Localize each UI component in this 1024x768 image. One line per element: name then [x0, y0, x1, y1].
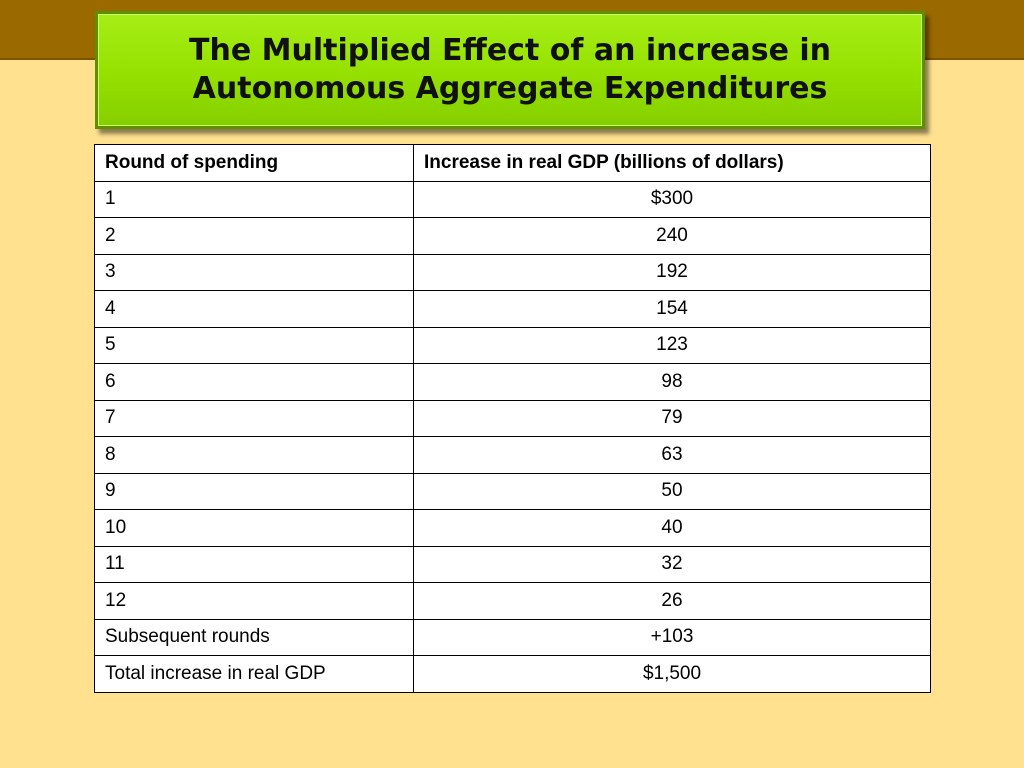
round-cell: 6: [94, 363, 414, 401]
round-cell: 3: [94, 253, 414, 291]
table-row: 5 123: [94, 326, 931, 364]
table-row: 10 40: [94, 509, 931, 547]
increase-cell: 26: [413, 582, 931, 620]
increase-cell: 32: [413, 545, 931, 583]
round-cell: 8: [94, 436, 414, 474]
round-cell: 1: [94, 180, 414, 218]
increase-cell: 50: [413, 472, 931, 510]
table-row: 4 154: [94, 290, 931, 328]
round-cell: 2: [94, 217, 414, 255]
table-header-row: Round of spending Increase in real GDP (…: [94, 144, 931, 182]
table-row: 1 $300: [94, 180, 931, 218]
slide-title-line-1: The Multiplied Effect of an increase in: [189, 33, 831, 68]
round-cell: Subsequent rounds: [94, 618, 414, 656]
table-row: 11 32: [94, 545, 931, 583]
slide-title-line-2: Autonomous Aggregate Expenditures: [192, 71, 828, 106]
increase-cell: 40: [413, 509, 931, 547]
table-row: 7 79: [94, 399, 931, 437]
increase-cell: 123: [413, 326, 931, 364]
increase-cell: $300: [413, 180, 931, 218]
header-round-of-spending: Round of spending: [94, 144, 414, 182]
round-cell: 5: [94, 326, 414, 364]
increase-cell: 63: [413, 436, 931, 474]
table-row: 6 98: [94, 363, 931, 401]
round-cell: 11: [94, 545, 414, 583]
increase-cell: 79: [413, 399, 931, 437]
table-row: 2 240: [94, 217, 931, 255]
table-row: 12 26: [94, 582, 931, 620]
round-cell: 7: [94, 399, 414, 437]
increase-cell: 192: [413, 253, 931, 291]
table-row: 3 192: [94, 253, 931, 291]
slide-title-box: The Multiplied Effect of an increase in …: [95, 11, 925, 129]
table-row: Subsequent rounds +103: [94, 618, 931, 656]
round-cell: 12: [94, 582, 414, 620]
table-row: 9 50: [94, 472, 931, 510]
increase-cell: 98: [413, 363, 931, 401]
increase-cell: 154: [413, 290, 931, 328]
increase-cell: 240: [413, 217, 931, 255]
multiplier-table: Round of spending Increase in real GDP (…: [94, 144, 931, 693]
table-row: 8 63: [94, 436, 931, 474]
round-cell: 10: [94, 509, 414, 547]
increase-cell: +103: [413, 618, 931, 656]
increase-cell: $1,500: [413, 655, 931, 693]
header-increase-in-real-gdp: Increase in real GDP (billions of dollar…: [413, 144, 931, 182]
round-cell: Total increase in real GDP: [94, 655, 414, 693]
round-cell: 4: [94, 290, 414, 328]
table-row-total: Total increase in real GDP $1,500: [94, 655, 931, 693]
round-cell: 9: [94, 472, 414, 510]
